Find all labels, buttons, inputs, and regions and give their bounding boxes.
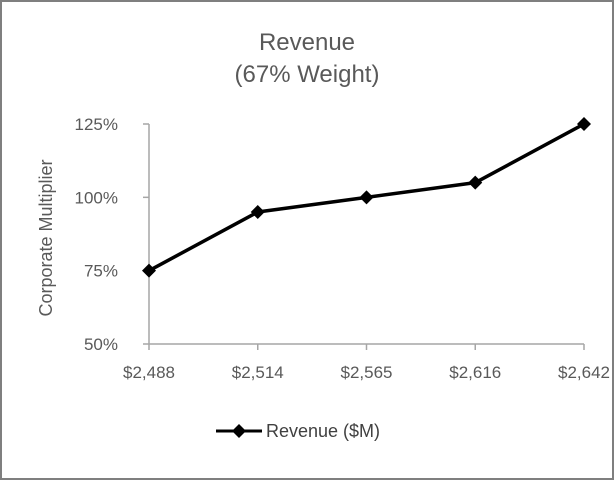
x-tick-label: $2,616	[449, 363, 501, 382]
x-tick-label: $2,642	[558, 363, 610, 382]
legend: Revenue ($M)	[216, 421, 380, 441]
legend-diamond-marker	[232, 424, 246, 438]
x-tick-label: $2,514	[232, 363, 284, 382]
y-tick-label: 75%	[84, 262, 118, 281]
data-point-marker	[468, 175, 483, 190]
y-tick-label: 50%	[84, 335, 118, 354]
data-point-marker	[577, 117, 591, 131]
y-tick-label: 100%	[75, 188, 118, 207]
x-tick-label: $2,488	[123, 363, 175, 382]
chart-title-line2: (67% Weight)	[235, 61, 380, 88]
data-point-marker	[359, 190, 374, 205]
data-point-marker	[250, 205, 265, 219]
chart-title-line1: Revenue	[259, 29, 355, 56]
y-tick-label: 125%	[75, 115, 118, 134]
y-axis-title: Corporate Multiplier	[36, 159, 56, 316]
legend-label: Revenue ($M)	[266, 421, 380, 441]
data-point-marker	[142, 263, 156, 278]
x-tick-label: $2,565	[341, 363, 393, 382]
